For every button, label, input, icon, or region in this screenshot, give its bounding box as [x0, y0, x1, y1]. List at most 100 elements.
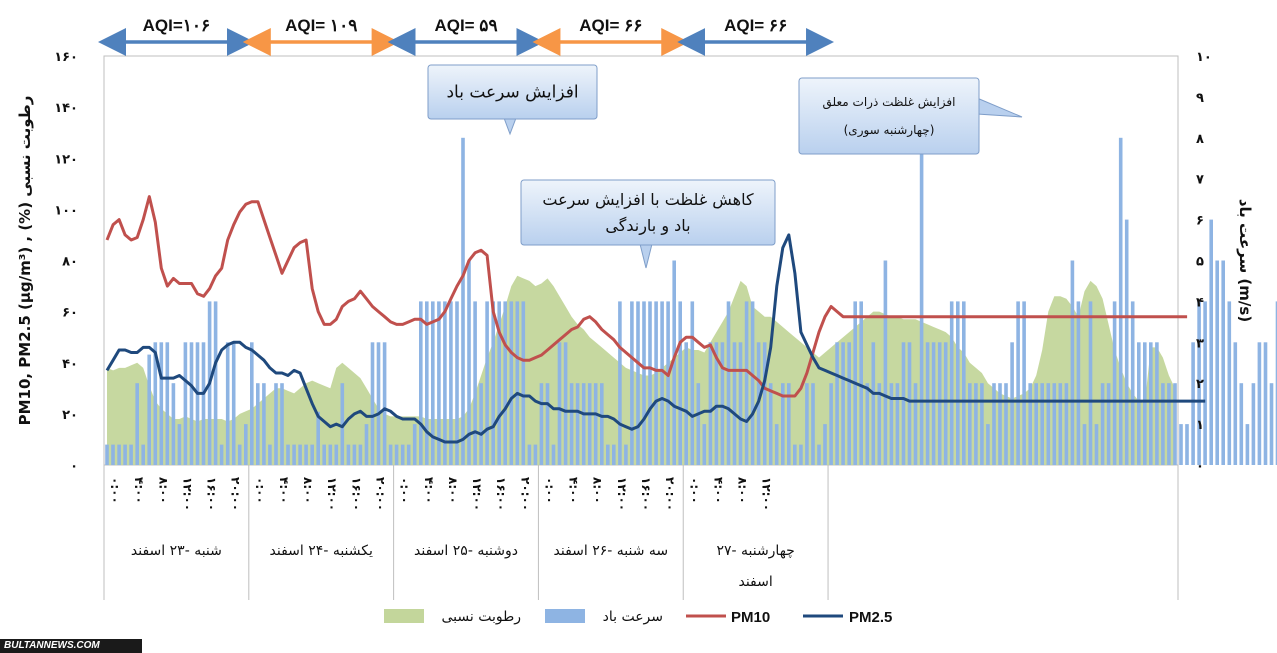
- wind-bar: [467, 260, 471, 465]
- wind-bar: [962, 301, 966, 465]
- right-axis-label: سرعت باد (m/s): [1236, 199, 1254, 322]
- wind-bar: [346, 444, 351, 466]
- wind-bar: [135, 383, 139, 465]
- wind-bar: [406, 444, 411, 466]
- x-tick-label: ۱۲:۰۰: [760, 477, 774, 511]
- wind-bar: [479, 383, 483, 465]
- wind-bar: [521, 301, 526, 465]
- wind-bar: [1209, 219, 1213, 465]
- pm25-line: [105, 233, 1206, 444]
- wind-bar: [117, 444, 121, 466]
- wind-bar: [515, 301, 520, 465]
- wind-bar: [533, 444, 538, 466]
- wind-bar: [732, 342, 737, 465]
- wind-bar: [762, 342, 767, 465]
- wind-bar: [690, 301, 695, 465]
- wind-bar: [280, 383, 284, 465]
- wind-bar: [1215, 260, 1219, 465]
- wind-bar: [726, 301, 731, 465]
- x-tick-label: ۸:۰۰: [591, 477, 605, 504]
- wind-bar: [298, 444, 302, 466]
- wind-bar: [702, 424, 707, 465]
- wind-bar: [563, 342, 568, 465]
- aqi-label: AQI= ۶۶: [724, 16, 787, 35]
- left-tick-label: ۰: [70, 459, 78, 474]
- wind-bar: [388, 444, 393, 466]
- day-label: چهارشنبه -۲۷: [716, 543, 794, 559]
- wind-bar: [123, 444, 127, 466]
- wind-bar: [811, 383, 815, 465]
- legend-label-humidity: رطوبت نسبی: [441, 609, 521, 625]
- wind-bar: [931, 342, 936, 465]
- wind-bar: [575, 383, 580, 465]
- wind-bar: [774, 424, 779, 465]
- wind-bar: [165, 342, 170, 465]
- wind-bar: [660, 301, 664, 465]
- x-tick-label: ۴:۰۰: [132, 477, 146, 504]
- wind-bar: [292, 444, 296, 466]
- x-tick-label: ۰:۰۰: [108, 477, 122, 504]
- day-label: دوشنبه -۲۵ اسفند: [414, 543, 518, 559]
- x-tick-label: ۴:۰۰: [277, 477, 291, 504]
- wind-bar: [394, 444, 399, 466]
- wind-bar: [473, 301, 477, 465]
- wind-bar: [539, 383, 544, 465]
- wind-bar: [889, 383, 894, 465]
- wind-bar: [913, 383, 918, 465]
- right-tick-label: ۴: [1196, 295, 1204, 310]
- wind-bar: [684, 342, 688, 465]
- wind-bar: [147, 354, 151, 465]
- x-tick-label: ۰:۰۰: [542, 477, 556, 504]
- wind-bar: [1167, 383, 1171, 465]
- wind-bar: [189, 342, 194, 465]
- wind-bar: [648, 301, 652, 465]
- wind-bar: [907, 342, 912, 465]
- wind-bar: [256, 383, 260, 465]
- wind-bar: [443, 301, 447, 465]
- wind-bar: [1269, 383, 1274, 465]
- x-tick-label: ۸:۰۰: [301, 477, 315, 504]
- wind-bar: [328, 444, 333, 466]
- wind-bar: [1257, 342, 1262, 465]
- aqi-label: AQI= ۵۹: [434, 16, 497, 35]
- left-tick-label: ۸۰: [62, 255, 78, 270]
- wind-bar: [1058, 383, 1063, 465]
- source-watermark: BULTANNEWS.COM: [0, 639, 142, 653]
- wind-bar: [925, 342, 930, 465]
- x-tick-label: ۴:۰۰: [422, 477, 436, 504]
- legend-swatch-wind: [545, 609, 585, 623]
- wind-bar: [485, 301, 489, 465]
- wind-bar: [1004, 383, 1008, 465]
- wind-bar: [654, 301, 658, 465]
- wind-bar: [841, 342, 845, 465]
- left-tick-label: ۱۲۰: [54, 152, 78, 167]
- callout-box: [520, 179, 776, 246]
- wind-bar: [286, 444, 290, 466]
- wind-bar: [509, 301, 514, 465]
- wind-bar: [183, 342, 188, 465]
- wind-bar: [382, 342, 387, 465]
- wind-bar: [956, 301, 960, 465]
- wind-bar: [1185, 424, 1189, 465]
- wind-bar: [1155, 342, 1159, 465]
- humidity-area: [107, 275, 1175, 465]
- x-tick-label: ۱۶:۰۰: [205, 477, 219, 511]
- wind-bar: [805, 383, 809, 465]
- wind-bar: [141, 444, 145, 466]
- wind-bar: [672, 260, 676, 465]
- wind-bar: [829, 383, 833, 465]
- wind-bar: [370, 342, 375, 465]
- wind-bar: [527, 444, 532, 466]
- x-tick-label: ۲۰:۰۰: [518, 477, 532, 511]
- wind-bar: [431, 301, 435, 465]
- day-label: یکشنبه -۲۴ اسفند: [270, 543, 373, 559]
- day-label: اسفند: [738, 574, 772, 590]
- wind-bar: [1227, 301, 1232, 465]
- wind-bar: [1016, 301, 1020, 465]
- wind-bar: [250, 342, 254, 465]
- wind-bar: [630, 301, 634, 465]
- x-tick-label: ۱۶:۰۰: [349, 477, 363, 511]
- wind-bar: [943, 342, 948, 465]
- wind-bar: [793, 444, 797, 466]
- right-tick-label: ۲: [1196, 377, 1204, 392]
